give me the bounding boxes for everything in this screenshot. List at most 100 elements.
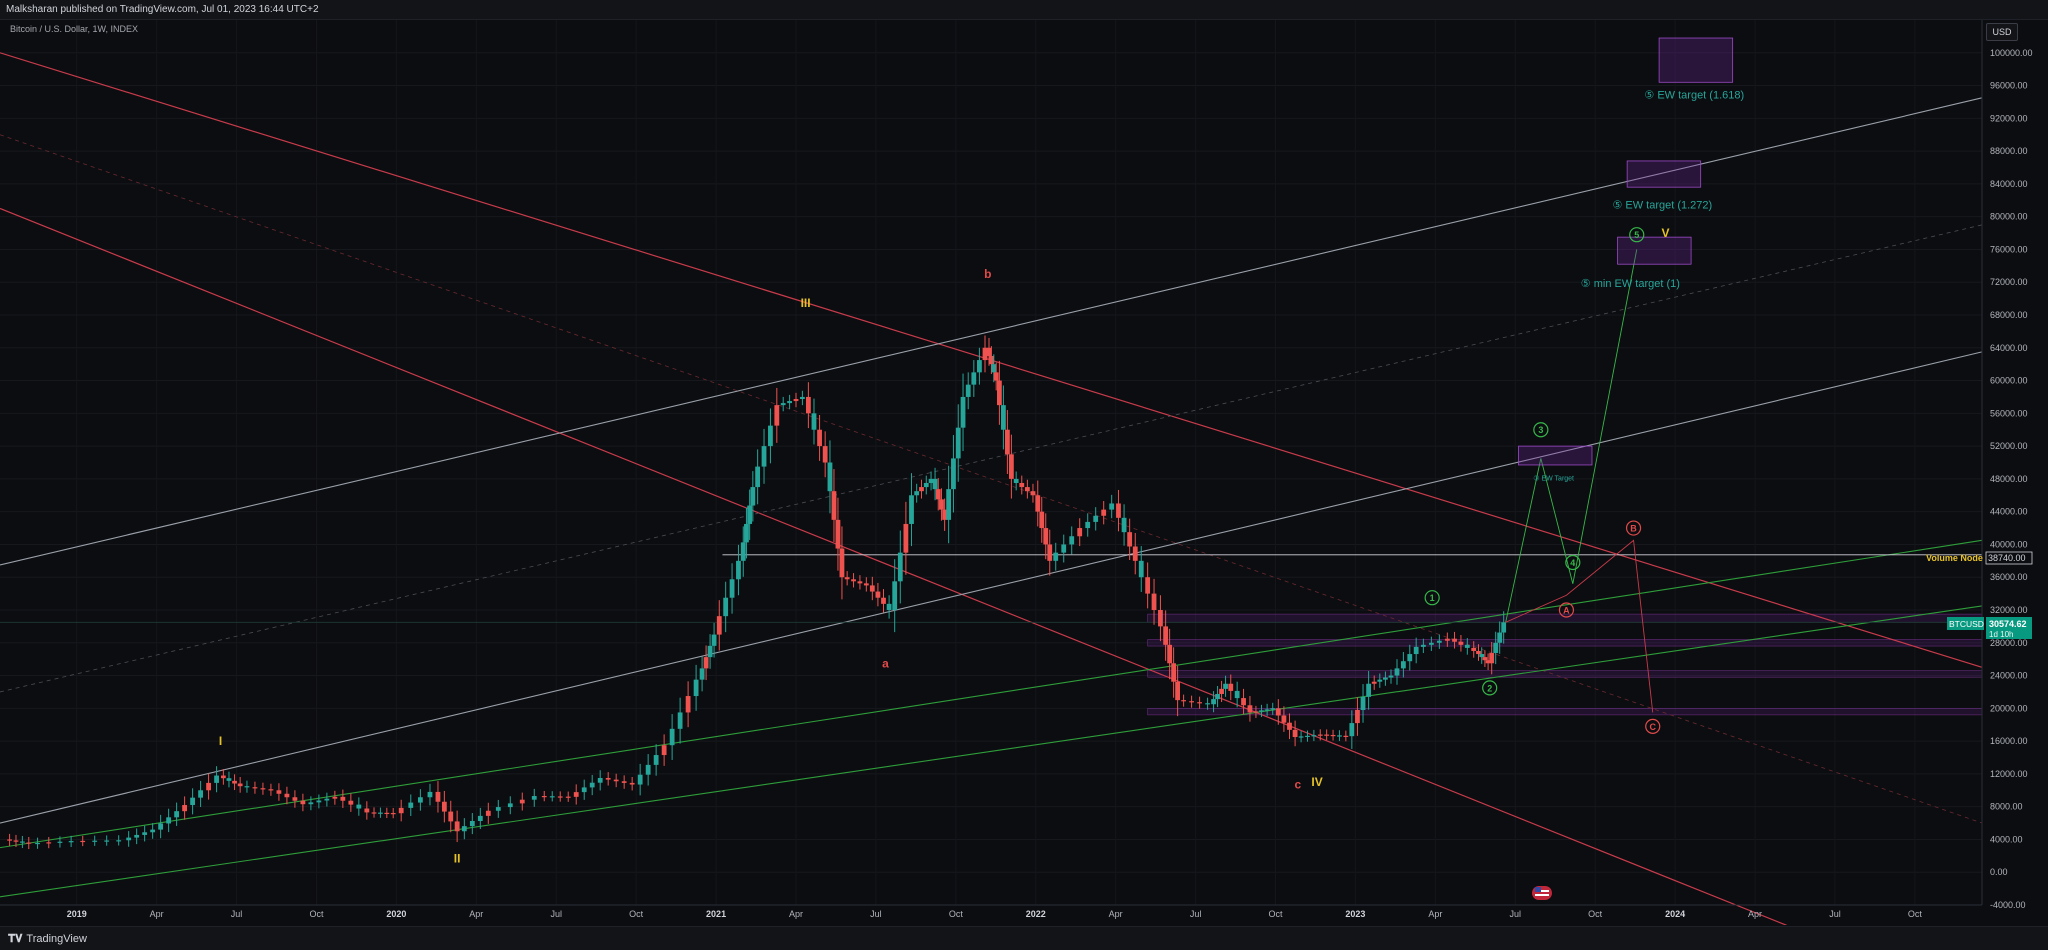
price-tick-label: 60000.00	[1990, 376, 2028, 386]
price-tick-label: 76000.00	[1990, 244, 2028, 254]
wave-circle-label: 2	[1482, 680, 1498, 696]
candle-body	[485, 810, 491, 816]
candle-body	[565, 796, 571, 798]
candle-body	[699, 668, 705, 680]
candle-body	[1158, 610, 1163, 627]
support-zone	[1147, 639, 1983, 647]
wave-circle	[1424, 590, 1440, 606]
candle-body	[226, 778, 232, 781]
time-tick-label: Oct	[1908, 909, 1923, 919]
price-chart[interactable]: ⑤ EW target (1.618) ⑤ EW target (1.272) ⑤ …	[0, 20, 2048, 925]
candle-body	[707, 645, 713, 658]
candle-body	[932, 478, 938, 490]
candle-body	[435, 791, 441, 802]
candle-body	[605, 777, 611, 780]
projection-paths	[1505, 249, 1654, 713]
candle-body	[1069, 536, 1075, 545]
candle-body	[260, 788, 266, 790]
candle-body	[1109, 503, 1115, 510]
candle-body	[206, 782, 211, 791]
candle-body	[1035, 495, 1041, 512]
target-box	[1658, 37, 1734, 83]
candle-body	[232, 780, 237, 784]
candle-body	[1171, 663, 1177, 682]
candle-body	[1383, 677, 1388, 680]
candle-body	[831, 491, 837, 520]
candle-body	[744, 523, 749, 543]
candle-body	[827, 462, 833, 492]
candle-body	[1501, 622, 1507, 633]
publisher-header: Malksharan published on TradingView.com,…	[0, 0, 2048, 20]
candle-body	[892, 581, 898, 610]
tradingview-logo[interactable]: 𝐓𝐕 TradingView	[8, 933, 87, 946]
price-tick-label: 8000.00	[1990, 802, 2023, 812]
wave-circle-label: B	[1625, 520, 1642, 536]
candle-body	[1039, 511, 1045, 529]
candle-body	[881, 597, 886, 604]
candle-body	[300, 800, 306, 805]
candle-body	[1197, 702, 1202, 704]
time-tick-label: Jul	[870, 909, 882, 919]
wave-circle	[1629, 227, 1645, 243]
candle-body	[736, 560, 741, 580]
candle-body	[1264, 709, 1270, 711]
candle-body	[1471, 647, 1477, 651]
wave-circle-text: C	[1649, 722, 1656, 732]
wave-circle-text: 5	[1634, 230, 1639, 240]
candle-body	[621, 781, 627, 783]
wave-label: I	[219, 734, 222, 748]
candle-body	[857, 581, 863, 584]
time-tick-label: Oct	[1269, 909, 1284, 919]
last-price-marker: BTCUSD 30574.62 1d 10h	[1947, 617, 2032, 639]
us-flag-icon[interactable]	[1532, 886, 1552, 900]
price-tick-label: 52000.00	[1990, 441, 2028, 451]
price-axis[interactable]: 100000.00 96000.00 92000.00 88000.00 84000.0…	[1981, 20, 2048, 925]
wave-circle-label: 4	[1565, 554, 1581, 571]
candle-body	[57, 841, 63, 843]
green-channel-lower	[0, 605, 1983, 898]
candle-body	[1407, 654, 1413, 662]
currency-button[interactable]: USD	[1986, 23, 2018, 41]
candle-body	[142, 832, 148, 835]
chart-background	[0, 20, 2048, 925]
gray-channel-lower	[0, 351, 1983, 824]
candle-body	[1444, 638, 1450, 641]
candle-body	[1482, 657, 1488, 661]
wave-circle-label: 1	[1424, 590, 1440, 606]
candle-body	[1420, 644, 1426, 647]
symbol-title: Bitcoin / U.S. Dollar, 1W, INDEX	[10, 24, 138, 34]
candle-body	[645, 764, 651, 775]
volume-node-price-box	[1985, 551, 2033, 565]
candle-body	[252, 787, 258, 789]
green-channel-upper	[0, 539, 1983, 849]
candle-body	[507, 803, 513, 808]
candle-body	[982, 347, 988, 361]
symbol-name: BTCUSD	[1949, 619, 1984, 629]
candle-body	[996, 380, 1002, 406]
candle-body	[1259, 710, 1264, 712]
time-tick-label: Jul	[231, 909, 243, 919]
candle-body	[1394, 668, 1400, 676]
time-tick-label: Oct	[629, 909, 644, 919]
volume-node-marker: Volume Node 38740.00	[1926, 551, 2033, 565]
time-tick-label: Jul	[1510, 909, 1522, 919]
candle-body	[1281, 715, 1287, 723]
candle-body	[461, 826, 467, 832]
target-label: ⑤ min EW target (1)	[1581, 278, 1680, 290]
candle-body	[1047, 544, 1053, 561]
candle-body	[104, 840, 110, 842]
candle-body	[573, 792, 579, 797]
candle-body	[1167, 644, 1173, 664]
candle-body	[1400, 661, 1406, 669]
time-tick-label: Oct	[949, 909, 964, 919]
candle-body	[26, 842, 32, 844]
candle-body	[1189, 701, 1194, 703]
candle-body	[942, 509, 948, 520]
candle-body	[1366, 683, 1372, 697]
time-axis[interactable]: 2019 Apr Jul Oct 2020 Apr Jul Oct 2021 Apr Jul Oct 2…	[0, 904, 1982, 919]
candle-body	[935, 489, 941, 500]
candle-body	[1211, 699, 1216, 705]
bar-countdown: 1d 10h	[1989, 630, 2013, 639]
candle-body	[340, 796, 346, 801]
price-tick-label: 48000.00	[1990, 474, 2028, 484]
